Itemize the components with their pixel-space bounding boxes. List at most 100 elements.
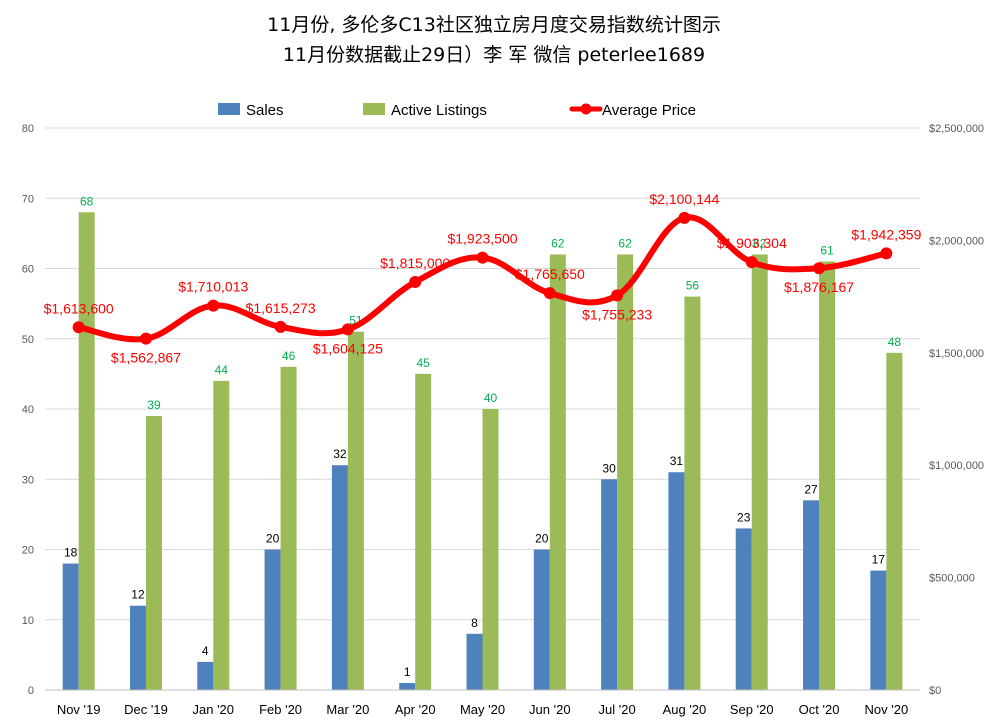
average-price-data-label: $1,903,304 — [717, 235, 787, 251]
listings-data-label: 62 — [753, 236, 767, 250]
sales-bar — [197, 661, 214, 690]
average-price-data-label: $1,942,359 — [851, 226, 921, 242]
average-price-marker — [611, 289, 624, 302]
listings-bar — [617, 254, 634, 690]
average-price-data-label: $1,615,273 — [246, 300, 316, 316]
sales-data-label: 12 — [131, 588, 145, 602]
sales-bar — [668, 472, 685, 690]
legend-label-average-price: Average Price — [602, 102, 696, 119]
average-price-marker — [543, 287, 556, 300]
average-price-marker — [813, 262, 826, 275]
sales-bar — [129, 605, 146, 690]
average-price-data-label: $2,100,144 — [649, 191, 719, 207]
average-price-marker — [139, 332, 152, 345]
left-tick-label: 80 — [22, 123, 34, 135]
legend-label-sales: Sales — [246, 102, 284, 119]
listings-bar — [213, 380, 230, 690]
sales-data-label: 1 — [404, 665, 411, 679]
listings-bar — [751, 254, 768, 690]
x-tick-label: Oct '20 — [799, 702, 840, 717]
left-tick-label: 40 — [22, 404, 34, 416]
average-price-marker — [409, 275, 422, 288]
sales-bar — [62, 563, 79, 690]
average-price-marker — [678, 211, 691, 224]
listings-data-label: 46 — [282, 349, 296, 363]
listings-data-label: 44 — [215, 363, 229, 377]
average-price-data-label: $1,923,500 — [447, 231, 517, 247]
sales-bar — [399, 682, 416, 690]
listings-data-label: 40 — [484, 391, 498, 405]
sales-data-label: 8 — [471, 616, 478, 630]
average-price-data-label: $1,562,867 — [111, 350, 181, 366]
x-tick-label: Jul '20 — [599, 702, 636, 717]
sales-data-label: 4 — [202, 644, 209, 658]
x-tick-label: Jun '20 — [529, 702, 571, 717]
sales-bar — [331, 465, 348, 690]
legend-swatch-average-price-marker — [580, 103, 592, 115]
left-tick-label: 30 — [22, 474, 34, 486]
sales-data-label: 20 — [535, 532, 549, 546]
legend-item-active-listings: Active Listings — [363, 102, 487, 119]
average-price-data-label: $1,710,013 — [178, 279, 248, 295]
sales-data-label: 23 — [737, 510, 751, 524]
left-y-axis: 0 10 20 30 40 50 60 70 80 — [22, 123, 34, 697]
legend-swatch-active-listings — [363, 103, 385, 115]
listings-data-label: 56 — [686, 279, 700, 293]
listings-data-label: 48 — [888, 335, 902, 349]
x-tick-label: Nov '19 — [57, 702, 101, 717]
right-tick-label: $1,000,000 — [929, 460, 984, 472]
average-price-data-label: $1,765,650 — [515, 266, 585, 282]
listings-bar — [549, 254, 566, 690]
sales-bar — [264, 549, 281, 690]
x-axis: Nov '19 Dec '19 Jan '20 Feb '20 Mar '20 Apr '… — [45, 689, 920, 717]
left-tick-label: 0 — [28, 685, 34, 697]
sales-data-label: 20 — [266, 532, 280, 546]
left-tick-label: 10 — [22, 615, 34, 627]
listings-data-label: 39 — [147, 398, 161, 412]
sales-bar — [533, 549, 550, 690]
x-tick-label: Aug '20 — [663, 702, 707, 717]
sales-bar — [735, 528, 752, 690]
right-y-axis: $0 $500,000 $1,000,000 $1,500,000 $2,000,000… — [929, 123, 984, 697]
listings-data-label: 62 — [618, 236, 632, 250]
right-tick-label: $2,500,000 — [929, 123, 984, 135]
x-tick-label: Mar '20 — [326, 702, 369, 717]
listings-data-label: 68 — [80, 194, 94, 208]
average-price-marker — [745, 256, 758, 269]
listings-bar — [819, 261, 836, 690]
average-price-data-label: $1,876,167 — [784, 279, 854, 295]
sales-bar — [803, 500, 820, 690]
sales-data-label: 18 — [64, 546, 78, 560]
listings-bar — [415, 373, 432, 690]
x-tick-label: Sep '20 — [730, 702, 774, 717]
legend-swatch-sales — [218, 103, 240, 115]
legend-label-active-listings: Active Listings — [391, 102, 487, 119]
x-tick-label: Nov '20 — [865, 702, 909, 717]
sales-data-label: 30 — [602, 461, 616, 475]
average-price-marker — [880, 247, 893, 260]
listings-data-label: 45 — [417, 356, 431, 370]
legend-item-sales: Sales — [218, 102, 284, 119]
sales-data-label: 27 — [804, 482, 818, 496]
average-price-data-label: $1,755,233 — [582, 306, 652, 322]
right-tick-label: $0 — [929, 685, 941, 697]
left-tick-label: 50 — [22, 334, 34, 346]
listings-data-label: 61 — [820, 243, 834, 257]
x-tick-label: Apr '20 — [395, 702, 436, 717]
right-tick-label: $500,000 — [929, 573, 975, 585]
listings-bar — [78, 212, 95, 691]
legend-item-average-price: Average Price — [569, 102, 696, 119]
chart-title: 11月份, 多伦多C13社区独立房月度交易指数统计图示 — [267, 14, 721, 36]
sales-bar — [870, 570, 887, 690]
average-price-line: $1,613,600 $1,562,867 $1,710,013 $1,615,273… — [44, 191, 922, 366]
left-tick-label: 60 — [22, 264, 34, 276]
average-price-data-label: $1,815,000 — [380, 255, 450, 271]
x-tick-label: Dec '19 — [124, 702, 168, 717]
listings-data-label: 62 — [551, 236, 565, 250]
sales-bar — [466, 633, 483, 690]
sales-bar — [601, 479, 618, 690]
left-tick-label: 70 — [22, 193, 34, 205]
x-tick-label: Jan '20 — [193, 702, 235, 717]
